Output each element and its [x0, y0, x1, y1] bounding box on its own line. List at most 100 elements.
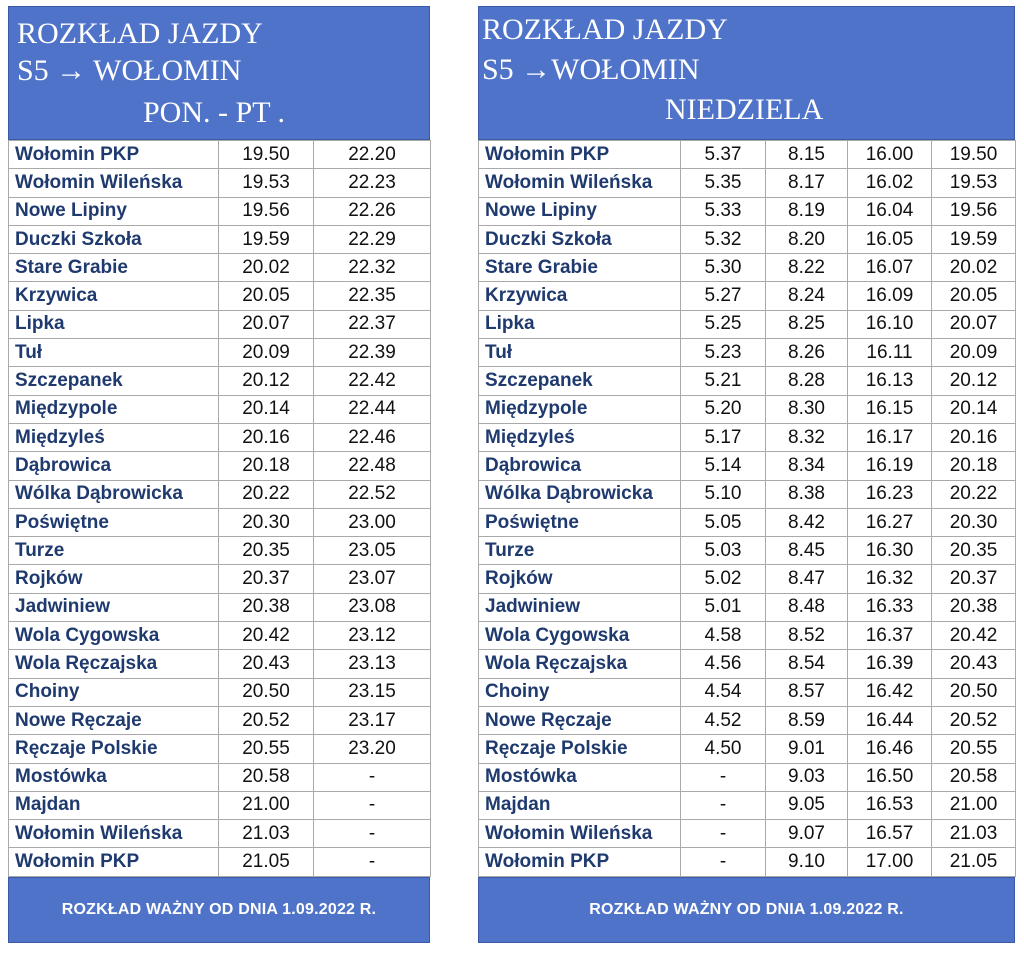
departure-time: 20.37	[931, 564, 1016, 594]
departure-time: 22.37	[313, 309, 431, 340]
departure-time: 20.38	[931, 592, 1016, 623]
stop-name: Wołomin Wileńska	[478, 819, 681, 849]
departure-time: 8.24	[765, 281, 848, 311]
stop-name: Tuł	[478, 338, 681, 368]
table-row: Międzypole 20.14 22.44	[8, 394, 431, 424]
stop-name: Rojków	[478, 564, 681, 594]
departure-time: 22.29	[313, 224, 431, 255]
sunday-header: ROZKŁAD JAZDY S5 →WOŁOMIN NIEDZIELA	[478, 6, 1015, 140]
departure-time: 8.52	[765, 621, 848, 651]
table-row: Majdan 21.00-	[8, 790, 431, 821]
stop-name: Lipka	[8, 309, 219, 340]
table-row: Jadwiniew 20.38 23.08	[8, 592, 431, 623]
departure-time: 20.30	[218, 507, 314, 538]
table-row: Stare Grabie 5.30 8.22 16.07 20.02	[478, 253, 1016, 283]
departure-time: 19.50	[931, 139, 1016, 170]
departure-time: 20.22	[931, 479, 1016, 509]
departure-time: 5.10	[680, 479, 766, 509]
departure-time: 4.58	[680, 621, 766, 651]
table-row: Szczepanek 5.21 8.28 16.13 20.12	[478, 366, 1016, 396]
stop-name: Szczepanek	[8, 366, 219, 396]
departure-time: 20.58	[931, 762, 1016, 792]
departure-time: 16.53	[847, 790, 932, 821]
departure-time: 21.00	[218, 790, 314, 821]
departure-time: 16.00	[847, 139, 932, 170]
departure-time: 8.42	[765, 507, 848, 538]
stop-name: Nowe Lipiny	[8, 196, 219, 226]
departure-time: -	[313, 762, 431, 792]
table-row: Nowe Ręczaje 20.52 23.17	[8, 705, 431, 736]
departure-time: 4.50	[680, 734, 766, 764]
table-row: Tuł 20.09 22.39	[8, 338, 431, 368]
table-row: Poświętne 5.05 8.42 16.27 20.30	[478, 507, 1016, 538]
stop-name: Międzypole	[8, 394, 219, 424]
stop-name: Turze	[478, 536, 681, 566]
stop-name: Wołomin PKP	[8, 847, 219, 877]
table-row: Duczki Szkoła 19.59 22.29	[8, 224, 431, 255]
table-row: Poświętne 20.30 23.00	[8, 507, 431, 538]
departure-time: 20.55	[931, 734, 1016, 764]
departure-time: 8.17	[765, 168, 848, 198]
departure-time: 5.23	[680, 338, 766, 368]
departure-time: 8.32	[765, 422, 848, 453]
stop-name: Wola Cygowska	[8, 621, 219, 651]
stop-name: Międzyleś	[478, 422, 681, 453]
departure-time: 19.59	[218, 224, 314, 255]
departure-time: 5.25	[680, 309, 766, 340]
departure-time: 23.08	[313, 592, 431, 623]
departure-time: -	[680, 762, 766, 792]
table-row: Choiny 4.54 8.57 16.42 20.50	[478, 677, 1016, 707]
departure-time: 19.59	[931, 224, 1016, 255]
departure-time: 8.19	[765, 196, 848, 226]
departure-time: 5.32	[680, 224, 766, 255]
stop-name: Poświętne	[478, 507, 681, 538]
departure-time: 23.07	[313, 564, 431, 594]
stop-name: Duczki Szkoła	[478, 224, 681, 255]
table-row: Wołomin Wileńska 5.35 8.17 16.02 19.53	[478, 168, 1016, 198]
departure-time: 21.03	[931, 819, 1016, 849]
departure-time: 8.22	[765, 253, 848, 283]
departure-time: 20.05	[931, 281, 1016, 311]
table-row: Wola Cygowska 20.42 23.12	[8, 621, 431, 651]
departure-time: 8.57	[765, 677, 848, 707]
departure-time: 9.03	[765, 762, 848, 792]
sunday-timetable: ROZKŁAD JAZDY S5 →WOŁOMIN NIEDZIELA Woło…	[478, 6, 1016, 943]
departure-time: 23.17	[313, 705, 431, 736]
stop-name: Międzyleś	[8, 422, 219, 453]
departure-time: 20.50	[218, 677, 314, 707]
table-row: Majdan -9.05 16.53 21.00	[478, 790, 1016, 821]
departure-time: 23.20	[313, 734, 431, 764]
stop-name: Stare Grabie	[478, 253, 681, 283]
stop-name: Wólka Dąbrowicka	[478, 479, 681, 509]
weekday-timetable: ROZKŁAD JAZDY S5 → WOŁOMIN PON. - PT . W…	[8, 6, 431, 943]
sunday-table: Wołomin PKP 5.37 8.15 16.00 19.50 Wołomin Wil…	[478, 139, 1016, 877]
departure-time: 9.05	[765, 790, 848, 821]
stop-name: Stare Grabie	[8, 253, 219, 283]
stop-name: Lipka	[478, 309, 681, 340]
departure-time: 5.05	[680, 507, 766, 538]
table-row: Nowe Lipiny 5.33 8.19 16.04 19.56	[478, 196, 1016, 226]
departure-time: 20.42	[218, 621, 314, 651]
table-row: Wołomin PKP 19.50 22.20	[8, 139, 431, 170]
table-row: Duczki Szkoła 5.32 8.20 16.05 19.59	[478, 224, 1016, 255]
departure-time: 20.09	[218, 338, 314, 368]
departure-time: 20.38	[218, 592, 314, 623]
departure-time: 20.14	[931, 394, 1016, 424]
departure-time: 8.59	[765, 705, 848, 736]
departure-time: 20.09	[931, 338, 1016, 368]
stop-name: Wołomin PKP	[8, 139, 219, 170]
departure-time: 22.44	[313, 394, 431, 424]
table-row: Wołomin Wileńska -9.07 16.57 21.03	[478, 819, 1016, 849]
departure-time: -	[313, 790, 431, 821]
stop-name: Ręczaje Polskie	[478, 734, 681, 764]
departure-time: 9.10	[765, 847, 848, 877]
timetable-title: ROZKŁAD JAZDY	[482, 13, 728, 46]
stop-name: Dąbrowica	[8, 451, 219, 481]
departure-time: 5.35	[680, 168, 766, 198]
departure-time: 20.43	[931, 649, 1016, 679]
departure-time: 19.56	[931, 196, 1016, 226]
departure-time: -	[680, 847, 766, 877]
departure-time: 8.26	[765, 338, 848, 368]
departure-time: 16.15	[847, 394, 932, 424]
departure-time: 22.39	[313, 338, 431, 368]
